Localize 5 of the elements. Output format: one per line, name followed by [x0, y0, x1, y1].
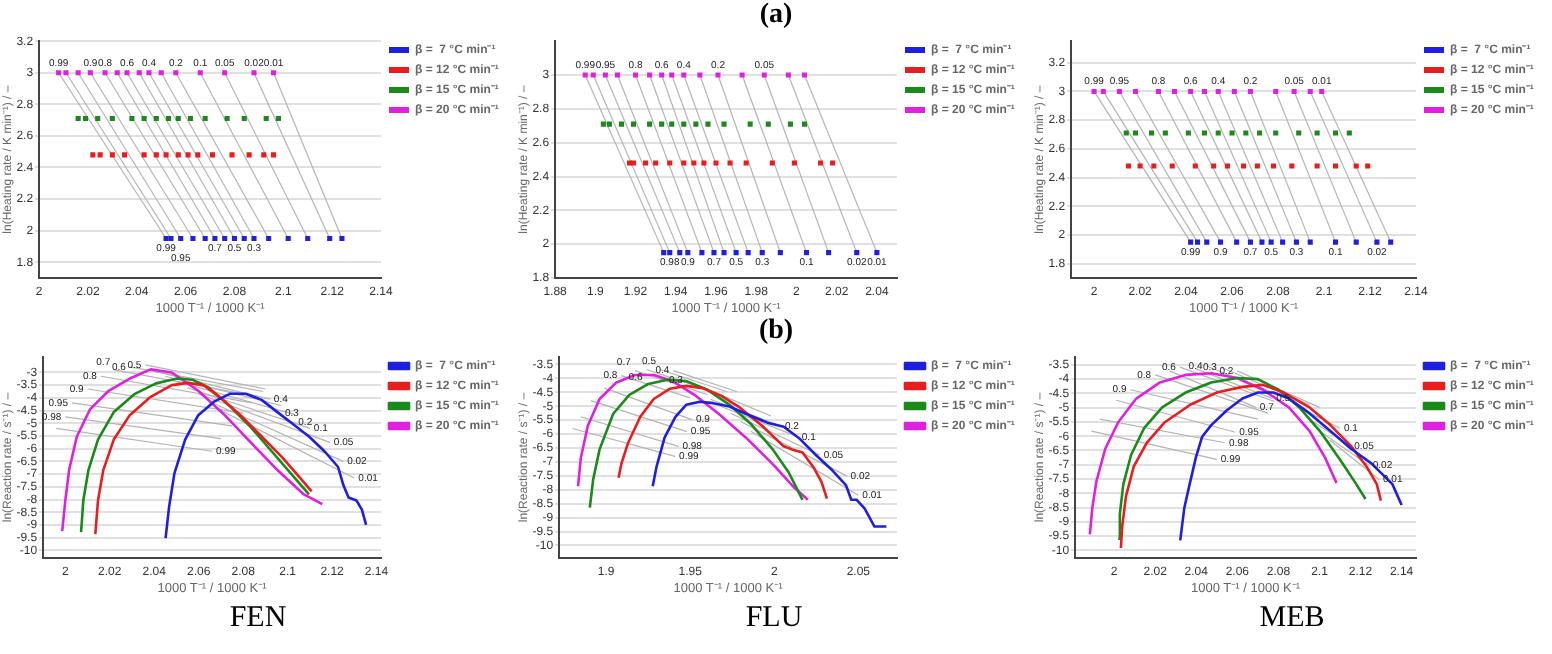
text: (a): [757, 0, 795, 32]
text: (b): [756, 316, 796, 348]
text: MEB: [1257, 600, 1327, 638]
text: FLU: [743, 600, 805, 638]
text: FEN: [227, 600, 289, 638]
